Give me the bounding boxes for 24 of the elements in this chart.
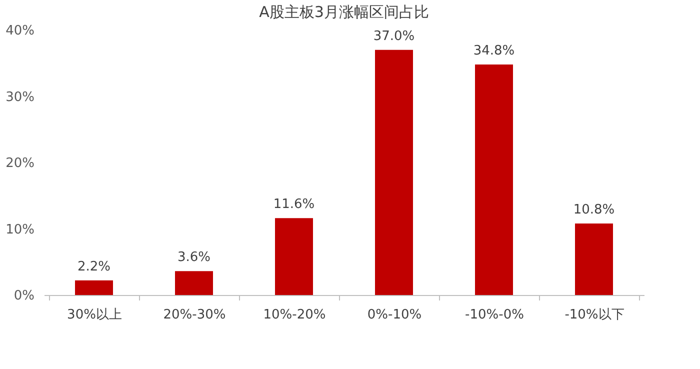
data-label: 34.8% <box>473 43 515 58</box>
bar <box>75 280 113 295</box>
chart-title: A股主板3月涨幅区间占比 <box>259 3 429 21</box>
y-tick-label: 20% <box>6 156 34 171</box>
bar <box>375 50 413 295</box>
x-tick-label: -10%-0% <box>465 308 524 322</box>
x-tick-label: 30%以上 <box>67 308 122 322</box>
x-tick-label: 20%-30% <box>163 308 226 322</box>
x-tick-label: 0%-10% <box>367 308 422 322</box>
x-tick-label: 10%-20% <box>263 308 326 322</box>
data-label: 2.2% <box>77 259 111 274</box>
data-label: 37.0% <box>373 28 415 44</box>
data-label: 11.6% <box>273 197 315 212</box>
data-label: 3.6% <box>177 250 211 266</box>
bar <box>275 218 313 295</box>
y-tick-label: 30% <box>6 90 34 105</box>
y-tick-label: 0% <box>14 288 34 304</box>
y-tick-label: 10% <box>6 222 34 238</box>
bar <box>175 271 213 295</box>
x-tick-label: -10%以下 <box>564 308 624 322</box>
bar <box>475 64 513 295</box>
y-tick-label: 40% <box>6 24 34 38</box>
bar <box>575 223 613 295</box>
data-label: 10.8% <box>573 202 615 218</box>
